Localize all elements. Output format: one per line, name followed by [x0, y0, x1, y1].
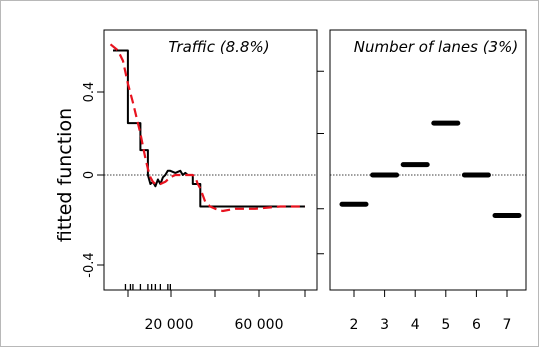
- right-y-ticks: [317, 70, 324, 255]
- y-axis-label: fitted function: [54, 108, 76, 242]
- x-tick-label: 2: [350, 317, 359, 333]
- x-tick-label: 6: [472, 317, 481, 333]
- panel-traffic: Traffic (8.8%) 20 000 60 000: [103, 29, 318, 333]
- panel-border: [103, 29, 318, 291]
- y-axis: [97, 91, 104, 266]
- x-tick-label: 20 000: [145, 317, 194, 333]
- x-axis: [127, 289, 306, 297]
- panel-number-of-lanes: Number of lanes (3%) 2 3 4 5 6 7: [317, 29, 527, 333]
- x-tick-label: 5: [441, 317, 450, 333]
- x-tick-label: 60 000: [235, 317, 284, 333]
- x-tick-label: 7: [503, 317, 512, 333]
- panel-title: Number of lanes (3%): [354, 38, 518, 56]
- panel-title: Traffic (8.8%): [168, 38, 269, 56]
- y-tick-label: 0: [82, 171, 97, 179]
- x-axis: 2 3 4 5 6 7: [350, 289, 512, 333]
- x-tick-label: 4: [411, 317, 420, 333]
- x-tick-label: 3: [380, 317, 389, 333]
- y-tick-label: 0.4: [82, 82, 97, 103]
- series-line-step: [113, 49, 305, 208]
- series-line-smooth: [109, 43, 305, 213]
- y-tick-label: -0.4: [82, 252, 97, 277]
- panel-border: [329, 29, 527, 291]
